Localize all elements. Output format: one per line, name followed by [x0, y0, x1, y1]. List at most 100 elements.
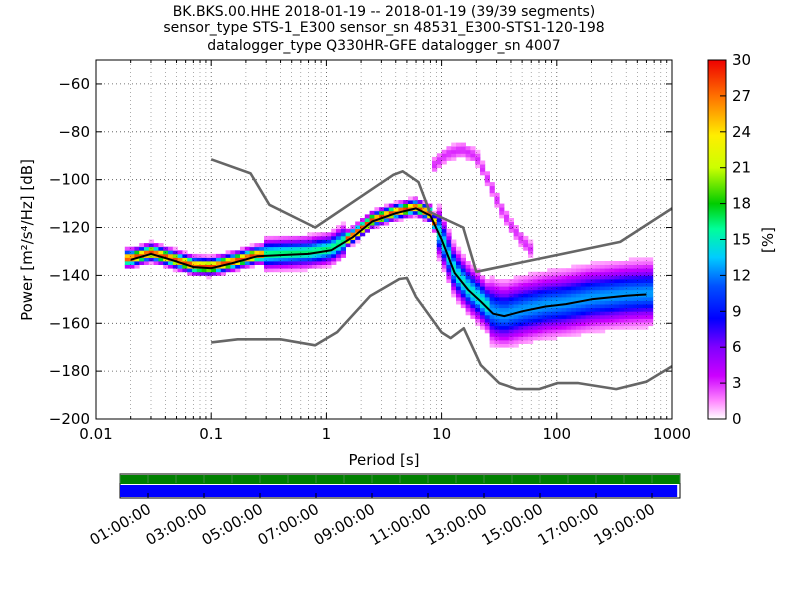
- density-cell: [648, 268, 654, 273]
- density-cell: [148, 253, 154, 258]
- density-cell: [278, 235, 284, 240]
- density-cell: [489, 314, 495, 319]
- density-cell: [624, 268, 630, 273]
- density-cell: [465, 293, 471, 298]
- density-cell: [451, 289, 457, 294]
- density-cell: [580, 268, 586, 273]
- density-cell: [489, 318, 495, 323]
- density-cell: [417, 200, 423, 204]
- density-cell: [624, 311, 630, 316]
- density-cell: [235, 264, 241, 269]
- density-cell: [576, 307, 582, 312]
- density-cell: [465, 311, 471, 316]
- density-cell: [465, 304, 471, 309]
- density-cell: [398, 200, 404, 204]
- density-cell: [585, 286, 591, 291]
- density-cell: [360, 232, 366, 237]
- density-cell: [355, 225, 361, 230]
- density-cell: [643, 300, 649, 305]
- density-cell: [489, 336, 495, 341]
- density-cell: [556, 318, 562, 323]
- density-cell: [139, 261, 145, 265]
- density-cell: [273, 257, 279, 262]
- density-cell: [278, 264, 284, 269]
- density-cell: [307, 235, 313, 240]
- density-cell: [134, 250, 140, 255]
- density-cell: [499, 329, 505, 334]
- density-cell: [590, 286, 596, 291]
- density-cell: [384, 203, 390, 208]
- density-cell: [595, 282, 601, 287]
- density-cell: [638, 268, 644, 273]
- density-cell: [633, 296, 639, 301]
- density-cell: [283, 250, 289, 255]
- density-cell: [513, 332, 519, 337]
- density-cell: [633, 289, 639, 294]
- density-cell: [331, 228, 337, 233]
- axis-ticks: 0.01 0.1 1 10 100 1000 −60 −80 −100 −120 −140 −160 −…: [49, 60, 691, 443]
- density-cell: [547, 318, 553, 323]
- density-cell: [480, 296, 486, 301]
- density-cell: [489, 275, 495, 280]
- density-cell: [508, 218, 514, 222]
- density-cell: [427, 218, 433, 222]
- density-cell: [619, 322, 625, 327]
- density-cell: [561, 296, 567, 301]
- density-cell: [345, 228, 351, 233]
- density-cell: [326, 257, 332, 262]
- density-cell: [144, 250, 150, 255]
- density-cell: [609, 296, 615, 301]
- density-cell: [230, 268, 236, 273]
- density-cell: [436, 257, 442, 262]
- density-cell: [216, 268, 222, 273]
- density-cell: [182, 261, 188, 265]
- density-cell: [518, 304, 524, 309]
- density-cell: [288, 246, 294, 251]
- density-cell: [129, 253, 135, 258]
- density-cell: [331, 232, 337, 237]
- colorbar-tick-label: 30: [732, 51, 751, 69]
- density-cell: [537, 289, 543, 294]
- density-cell: [513, 235, 519, 240]
- density-cell: [206, 275, 212, 280]
- density-cell: [590, 275, 596, 280]
- density-cell: [177, 264, 183, 269]
- density-cell: [302, 268, 308, 273]
- density-cell: [600, 261, 606, 265]
- density-cell: [614, 282, 620, 287]
- density-cell: [518, 286, 524, 291]
- density-cell: [446, 261, 452, 265]
- density-cell: [552, 307, 558, 312]
- density-cell: [628, 322, 634, 327]
- density-cell: [355, 228, 361, 233]
- density-cell: [523, 336, 529, 341]
- density-cell: [168, 253, 174, 258]
- density-cell: [264, 261, 270, 265]
- timeline-tick-label: 11:00:00: [367, 500, 434, 549]
- density-cell: [451, 282, 457, 287]
- density-cell: [571, 318, 577, 323]
- density-cell: [624, 314, 630, 319]
- density-cell: [604, 322, 610, 327]
- density-cell: [201, 261, 207, 265]
- density-cell: [494, 332, 500, 337]
- density-cell: [595, 275, 601, 280]
- density-cell: [604, 311, 610, 316]
- density-cell: [571, 322, 577, 327]
- density-cell: [561, 304, 567, 309]
- density-cell: [580, 289, 586, 294]
- density-cell: [460, 293, 466, 298]
- density-cell: [494, 279, 500, 283]
- density-cell: [436, 160, 442, 165]
- density-cell: [532, 314, 538, 319]
- density-cell: [124, 246, 130, 251]
- density-cell: [604, 304, 610, 309]
- density-cell: [508, 314, 514, 319]
- density-cell: [254, 246, 260, 251]
- density-cell: [316, 232, 322, 237]
- density-cell: [552, 275, 558, 280]
- density-cell: [484, 289, 490, 294]
- density-cell: [489, 304, 495, 309]
- density-cell: [465, 307, 471, 312]
- density-cell: [590, 307, 596, 312]
